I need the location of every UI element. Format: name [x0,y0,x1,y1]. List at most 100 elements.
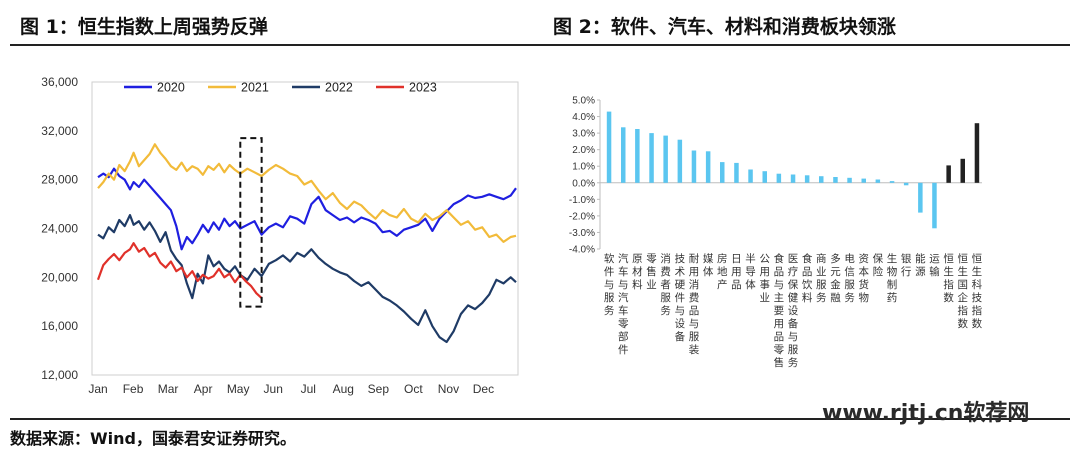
bar-8 [720,162,725,183]
y-tick-label-4: 28,000 [41,173,78,187]
y-tick-label-1: 4.0% [572,112,595,123]
bar-19 [875,179,881,183]
bar-9 [734,162,739,183]
y-tick-label-6: -1.0% [569,195,595,206]
legend-label-2021: 2021 [241,81,269,95]
bar-7 [705,151,711,183]
series-line-2022 [97,214,517,344]
y-tick-label-9: -4.0% [569,245,595,256]
y-tick-label-0: 5.0% [572,96,595,107]
y-tick-label-5: 32,000 [41,124,78,138]
bar-6 [691,150,697,183]
category-label-7: 媒体 [703,252,714,278]
sector-bar-chart: 5.0% 4.0% 3.0% 2.0% 1.0% 0.0% -1.0% -2.0% -3.0% -… [569,96,983,370]
highlight-box [239,137,263,308]
y-tick-label-8: -3.0% [569,228,595,239]
watermark: www.rjtj.cn软荐网 [822,401,1030,426]
x-tick-label-oct: Oct [404,382,423,396]
category-label-3: 零售业 [646,253,657,291]
category-label-24: 恒生指数 [943,252,954,304]
bar-20 [889,181,895,183]
category-label-5: 技术硬件与设备 [675,252,686,343]
category-label-18: 资本货物 [858,253,869,304]
y-tick-label-3: 2.0% [572,145,595,156]
bottom-divider [10,418,1070,420]
chart1-title: 图 1：恒生指数上周强势反弹 [20,16,268,38]
y-tick-label-3: 24,000 [41,222,78,236]
category-label-16: 多元金融 [830,252,841,304]
bar-26 [974,123,980,183]
y-tick-label-2: 20,000 [41,270,78,284]
category-label-4: 消费者服务 [660,252,671,317]
bar-3 [649,133,654,183]
category-label-12: 食品与主要用品零售 [774,252,785,369]
hsi-line-chart: 12,000 16,000 20,000 24,000 28,000 32,000 36,0… [41,75,519,396]
bar-18 [861,178,866,183]
category-label-22: 能源 [915,252,926,278]
bar-23 [932,182,937,229]
category-label-6: 耐用消费品与服装 [689,252,700,356]
category-label-11: 公用事业 [759,253,770,304]
bar-12 [776,173,782,183]
x-tick-label-dec: Dec [473,382,494,396]
category-label-13: 医疗保健设备与服务 [788,253,799,369]
bar-2 [635,129,640,183]
series-line-2023 [96,242,263,299]
y-tick-label-4: 1.0% [572,162,595,173]
data-source-note: 数据来源：Wind，国泰君安证券研究。 [10,429,296,448]
bar-17 [847,177,852,183]
category-label-2: 原材料 [632,253,643,291]
top-divider [10,44,1070,46]
category-label-20: 生物制药 [887,252,898,304]
category-label-1: 汽车与汽车零部件 [618,252,629,356]
series-line-2020 [97,167,517,251]
category-label-19: 保险 [873,252,884,278]
category-label-17: 电信服务 [844,252,855,304]
category-label-25: 恒生国企指数 [958,252,969,330]
bar-1 [621,127,626,183]
bar-25 [960,158,965,183]
bar-10 [748,169,753,183]
legend-label-2023: 2023 [409,81,437,95]
bar-16 [833,177,838,183]
bar-14 [804,175,810,183]
bar-11 [762,171,767,183]
category-label-14: 食品饮料 [802,252,813,304]
bar-0 [606,111,612,183]
x-tick-label-jun: Jun [264,382,283,396]
bar-4 [663,135,668,183]
x-tick-label-nov: Nov [438,382,459,396]
x-tick-label-jan: Jan [88,382,107,396]
bar-24 [946,165,951,183]
plot-frame [91,81,519,376]
category-label-21: 银行 [901,252,912,278]
bar-13 [790,174,796,183]
y-tick-label-1: 16,000 [41,319,78,333]
bar-5 [677,139,683,183]
y-tick-label-0: 12,000 [41,368,78,382]
x-tick-label-aug: Aug [333,382,354,396]
x-tick-label-mar: Mar [158,382,179,396]
series-line-2021 [97,143,517,243]
category-label-0: 软件与服务 [604,252,615,317]
x-tick-label-jul: Jul [301,382,316,396]
bar-15 [819,176,824,183]
category-label-10: 半导体 [745,252,756,291]
legend-label-2022: 2022 [325,81,353,95]
y-tick-label-7: -2.0% [569,211,595,222]
x-tick-label-sep: Sep [368,382,390,396]
category-label-15: 商业服务 [816,252,827,304]
category-label-23: 运输 [929,253,940,278]
bar-22 [918,182,923,213]
x-tick-label-apr: Apr [194,382,213,396]
y-tick-label-2: 3.0% [572,129,595,140]
x-tick-label-may: May [227,382,250,396]
bar-21 [903,182,909,186]
x-tick-label-feb: Feb [123,382,144,396]
legend-label-2020: 2020 [157,81,185,95]
y-tick-label-6: 36,000 [41,75,78,89]
category-label-9: 日用品 [731,253,742,291]
category-label-26: 恒生科技指数 [972,252,983,330]
chart2-title: 图 2：软件、汽车、材料和消费板块领涨 [553,16,896,38]
y-tick-label-5: 0.0% [572,178,595,189]
